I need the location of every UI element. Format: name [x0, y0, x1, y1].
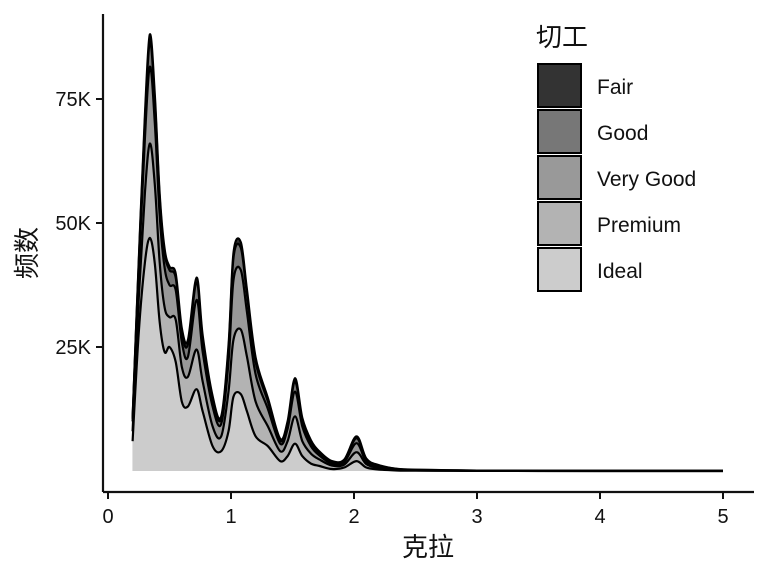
- legend: 切工 Fair Good Very Good Premium Ideal: [536, 23, 696, 292]
- legend-label-ideal: Ideal: [597, 260, 643, 283]
- y-tick-label: 75K: [55, 89, 91, 111]
- y-tick-label: 50K: [55, 213, 91, 235]
- axes: [101, 14, 754, 494]
- y-tick-label: 25K: [55, 337, 91, 359]
- legend-items: Fair Good Very Good Premium Ideal: [537, 63, 696, 292]
- x-tick-label: 3: [471, 506, 482, 528]
- legend-label-very-good: Very Good: [597, 168, 696, 191]
- x-tick-label: 0: [102, 506, 113, 528]
- legend-swatch-fair: [537, 63, 582, 108]
- area-ideal: [132, 237, 724, 471]
- area-fair: [132, 34, 724, 472]
- x-tick-label: 5: [717, 506, 728, 528]
- legend-label-good: Good: [597, 122, 648, 145]
- legend-swatch-good: [537, 109, 582, 154]
- x-axis-title: 克拉: [402, 533, 454, 563]
- legend-label-fair: Fair: [597, 76, 633, 99]
- y-ticks: 25K 50K 75K: [55, 89, 103, 359]
- x-tick-label: 4: [594, 506, 605, 528]
- plot-areas: [131, 33, 724, 473]
- legend-swatch-premium: [537, 201, 582, 246]
- legend-swatch-ideal: [537, 247, 582, 292]
- line-fair: [131, 33, 723, 472]
- x-tick-label: 1: [225, 506, 236, 528]
- legend-label-premium: Premium: [597, 214, 681, 237]
- x-tick-label: 2: [348, 506, 359, 528]
- line-good: [131, 40, 723, 472]
- y-axis-title: 频数: [13, 227, 43, 279]
- x-ticks: 0 1 2 3 4 5: [102, 492, 729, 528]
- legend-title: 切工: [536, 23, 588, 53]
- area-good: [132, 41, 724, 472]
- legend-swatch-very-good: [537, 155, 582, 200]
